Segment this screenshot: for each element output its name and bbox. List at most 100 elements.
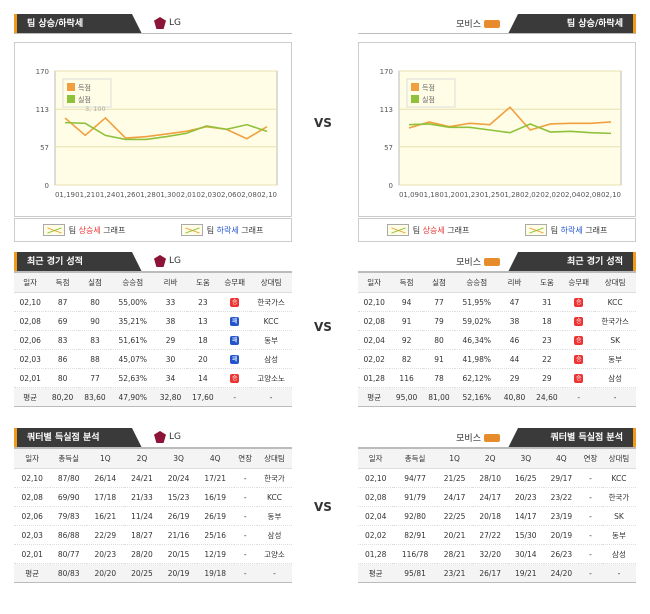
table-cell: 80 — [78, 292, 112, 312]
table-cell: 29/17 — [543, 468, 580, 488]
table-cell: 02,08 — [358, 311, 391, 331]
table-cell: 패 — [219, 330, 251, 350]
table-cell: - — [579, 525, 602, 545]
table-row: 02,02 82/91 20/21 27/22 15/30 20/19- 동부 — [358, 525, 636, 545]
table-cell: 20/24 — [160, 468, 197, 488]
table-cell: - — [601, 563, 636, 583]
table-cell: 11/24 — [123, 506, 161, 526]
table-cell: 46,34% — [455, 330, 499, 350]
mobis-graph-legend: 팀 상승세 그래프 팀 하락세 그래프 — [358, 218, 636, 242]
table-cell: 20/15 — [160, 544, 197, 564]
table-cell: 02,03 — [14, 525, 51, 545]
table-cell: 22 — [530, 349, 564, 369]
table-cell: 고양소노 — [250, 368, 292, 388]
legend-swatch — [411, 95, 419, 103]
table-row: 01,28 116/78 28/21 32/20 30/14 26/23- 삼성 — [358, 544, 636, 564]
lg-logo-icon — [154, 17, 166, 29]
win-badge: 승 — [230, 298, 240, 307]
series-line-score — [408, 106, 612, 131]
table-cell: 02,04 — [358, 330, 391, 350]
table-cell: 35,21% — [111, 311, 155, 331]
win-badge: 승 — [574, 336, 584, 345]
column-header: 상대팀 — [601, 448, 636, 469]
legend-swatch — [411, 83, 419, 91]
column-header: 4Q — [196, 448, 234, 469]
table-cell: 24/21 — [123, 468, 161, 488]
table-cell: 82 — [390, 349, 423, 369]
table-cell: 24,60 — [530, 387, 564, 407]
legend-down: 팀 하락세 그래프 — [524, 224, 607, 236]
lg-team-label: LG — [154, 431, 181, 443]
table-cell: 62,12% — [455, 368, 499, 388]
table-cell: 32,80 — [154, 387, 187, 407]
table-cell: 02,08 — [14, 487, 51, 507]
table-row: 02,08 91/79 24/17 24/17 20/23 23/22- 한국가 — [358, 487, 636, 507]
loss-badge: 패 — [230, 317, 240, 326]
table-cell: 평균 — [358, 387, 391, 407]
table-row: 02,08 69/90 17/18 21/33 15/23 16/19- KCC — [14, 487, 292, 507]
legend-up-suffix: 그래프 — [444, 225, 470, 235]
column-header: 총득실 — [50, 448, 88, 469]
average-row: 평균 80,20 83,60 47,90% 32,80 17,60- - — [14, 387, 292, 407]
mobis-trend-chart: 0 57 113 170 01,09 01,18 01,20 01,23 01,25 01,28 0… — [358, 42, 636, 217]
lg-quarter-title: 쿼터별 득실점 분석 — [14, 428, 142, 448]
table-cell: 17/18 — [87, 487, 124, 507]
table-cell: - — [579, 506, 602, 526]
lg-record-header: 최근 경기 성적 LG — [14, 252, 292, 272]
table-header-row: 일자 총득실 1Q 2Q 3Q 4Q 연장 상대팀 — [358, 448, 636, 469]
table-cell: 29 — [154, 330, 187, 350]
table-cell: 47 — [498, 292, 531, 312]
table-cell: 80/83 — [50, 563, 88, 583]
x-tick-label: 02,04 — [561, 191, 582, 199]
table-row: 02,10 94 77 51,95% 47 31 승 KCC — [358, 292, 636, 312]
table-cell: 02,10 — [14, 292, 47, 312]
x-tick-label: 01,09 — [399, 191, 419, 199]
table-cell: 14 — [186, 368, 220, 388]
table-cell: 삼성 — [601, 544, 636, 564]
win-badge: 승 — [230, 374, 240, 383]
table-cell: 52,16% — [455, 387, 499, 407]
table-cell: 92/80 — [393, 506, 437, 526]
divider — [14, 271, 292, 272]
table-cell: 51,95% — [455, 292, 499, 312]
mobis-trend-header: 팀 상승/하락세 모비스 — [358, 14, 636, 34]
table-cell: 승 — [219, 368, 251, 388]
table-cell: 87/80 — [50, 468, 88, 488]
lg-quarter-header: 쿼터별 득실점 분석 LG — [14, 428, 292, 448]
table-cell: 51,61% — [111, 330, 155, 350]
table-cell: 46 — [498, 330, 531, 350]
table-cell: 17,60 — [186, 387, 220, 407]
column-header: 상대팀 — [594, 272, 636, 293]
table-cell: 19/18 — [196, 563, 234, 583]
table-cell: 29 — [498, 368, 531, 388]
table-row: 02,06 79/83 16/21 11/24 26/19 26/19- 동부 — [14, 506, 292, 526]
legend-up-suffix: 그래프 — [100, 225, 126, 235]
table-cell: 한국가스 — [594, 311, 636, 331]
legend-swatch — [67, 83, 75, 91]
table-cell: 20/19 — [160, 563, 197, 583]
table-cell: 02,02 — [358, 525, 394, 545]
table-cell: 승 — [219, 292, 251, 312]
table-cell: 26/19 — [160, 506, 197, 526]
table-cell: - — [233, 487, 257, 507]
table-row: 02,01 80/77 20/23 28/20 20/15 12/19- 고양소 — [14, 544, 292, 564]
average-row: 평균 95/81 23/21 26/17 19/21 24/20- - — [358, 563, 636, 583]
y-tick-label: 0 — [389, 182, 393, 190]
mobis-team-label: 모비스 — [456, 17, 500, 30]
table-cell: 80,20 — [46, 387, 79, 407]
table-row: 02,01 80 77 52,63% 34 14 승 고양소노 — [14, 368, 292, 388]
table-cell: 22/25 — [436, 506, 473, 526]
table-cell: 78 — [422, 368, 456, 388]
legend-label: 실점 — [422, 95, 435, 104]
y-tick-label: 57 — [40, 144, 49, 152]
table-header-row: 일자 득점 실점 승승점 리바 도움 승무패 상대팀 — [14, 272, 292, 293]
table-cell: 평균 — [14, 563, 51, 583]
table-cell: 26/19 — [196, 506, 234, 526]
table-cell: 20/23 — [87, 544, 124, 564]
table-cell: 02,08 — [358, 487, 394, 507]
y-tick-label: 113 — [380, 106, 393, 114]
table-cell: 95,00 — [390, 387, 423, 407]
legend-up-colored: 상승세 — [422, 225, 445, 235]
divider — [358, 447, 636, 448]
loss-badge: 패 — [230, 355, 240, 364]
